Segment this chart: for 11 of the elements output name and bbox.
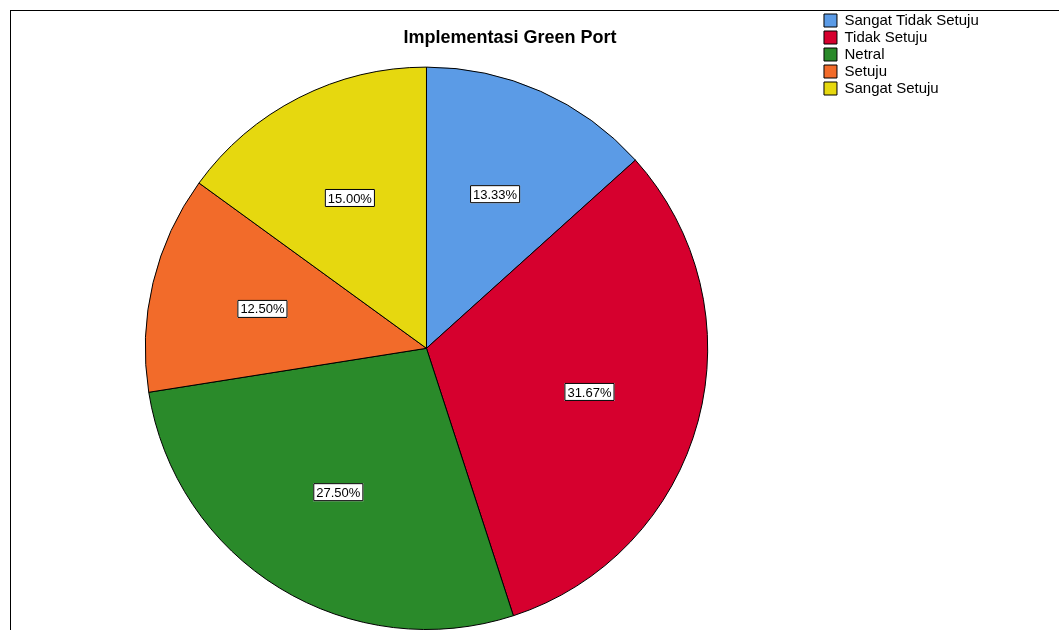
data-label: 13.33% xyxy=(473,186,518,202)
legend-label: Sangat Tidak Setuju xyxy=(844,10,979,28)
legend-label: Netral xyxy=(844,44,885,62)
data-label: 31.67% xyxy=(567,384,612,400)
legend-label: Sangat Setuju xyxy=(844,78,939,96)
data-label: 15.00% xyxy=(327,190,373,206)
data-label: 27.50% xyxy=(316,484,361,500)
data-label: 12.50% xyxy=(240,301,285,317)
text: Implementasi Green Port xyxy=(403,26,617,47)
legend-label: Tidak Setuju xyxy=(844,27,928,45)
legend-label: Setuju xyxy=(844,61,888,79)
